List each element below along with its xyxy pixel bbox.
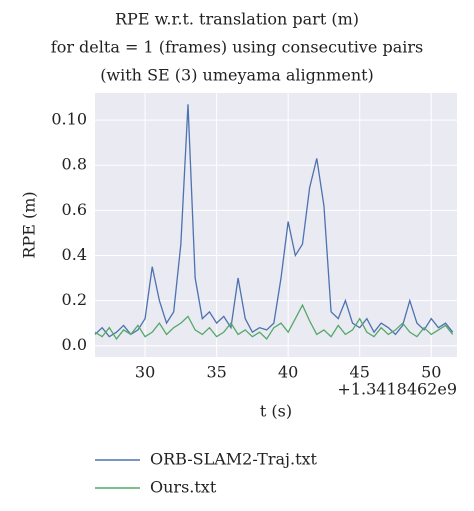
chart-title: RPE w.r.t. translation part (m)	[115, 10, 359, 29]
x-tick-label: 40	[278, 363, 298, 382]
legend-label: Ours.txt	[150, 478, 217, 497]
chart-title: (with SE (3) umeyama alignment)	[100, 66, 374, 85]
y-axis-label: RPE (m)	[20, 191, 39, 258]
x-axis-label: t (s)	[260, 402, 292, 421]
y-tick-label: 0.2	[62, 290, 87, 309]
legend-label: ORB-SLAM2-Traj.txt	[150, 450, 318, 469]
x-tick-label: 35	[206, 363, 226, 382]
plot-area	[95, 93, 457, 357]
x-tick-label: 50	[421, 363, 441, 382]
y-tick-label: 0.8	[62, 155, 87, 174]
x-tick-label: 30	[135, 363, 155, 382]
y-tick-label: 0.10	[51, 110, 87, 129]
y-tick-label: 0.6	[62, 200, 87, 219]
x-offset-label: +1.3418462e9	[337, 380, 457, 399]
data-line	[94, 303, 454, 341]
x-tick-label: 45	[350, 363, 370, 382]
y-tick-label: 0.0	[62, 335, 87, 354]
y-tick-label: 0.4	[62, 245, 87, 264]
chart-title: for delta = 1 (frames) using consecutive…	[51, 38, 423, 57]
